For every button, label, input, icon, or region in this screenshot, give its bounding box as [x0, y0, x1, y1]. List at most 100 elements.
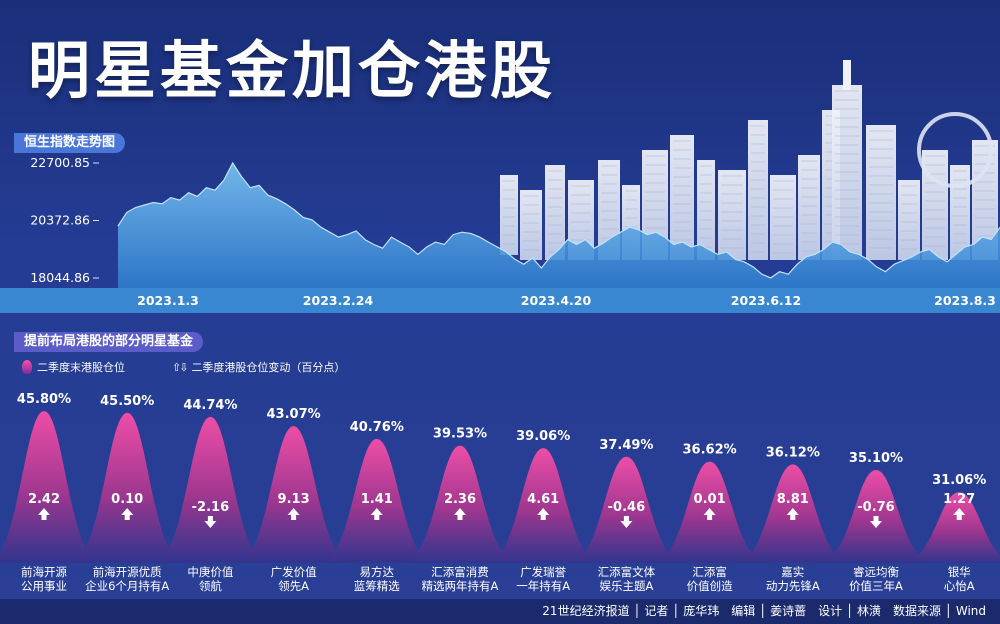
fund-position-label: 45.80%	[17, 392, 71, 407]
fund-name-label: 中庚价值	[187, 565, 233, 579]
fund-position-bell	[0, 411, 102, 563]
fund-name-label: 领航	[199, 579, 222, 593]
building-shape	[697, 160, 715, 260]
hsi-date-band	[0, 288, 1000, 313]
fund-position-bell	[69, 412, 186, 563]
hsi-x-tick-label: 2023.1.3	[137, 293, 199, 308]
legend-change: ⇧⇩ 二季度港股仓位变动（百分点）	[172, 359, 345, 375]
fund-name-label: 蓝筹精选	[354, 579, 400, 593]
fund-name-label: 银华	[948, 565, 971, 579]
up-arrow-icon	[38, 508, 50, 520]
fund-position-label: 31.06%	[932, 473, 986, 488]
fund-change-label: -0.46	[608, 500, 645, 515]
fund-name-label: 一年持有A	[516, 579, 570, 593]
hsi-y-tick-label: 22700.85	[30, 155, 90, 170]
fund-name-label: 易方达	[360, 565, 395, 579]
hsi-x-tick-label: 2023.4.20	[521, 293, 592, 308]
fund-position-label: 37.49%	[599, 438, 653, 453]
credits-bar: 21世纪经济报道 │ 记者 │ 庞华玮 编辑 │ 姜诗蔷 设计 │ 林潢 数据来…	[0, 599, 1000, 624]
fund-name-label: 汇添富消费	[431, 565, 489, 579]
fund-position-bell	[402, 445, 518, 563]
hsi-area	[118, 163, 1000, 288]
hsi-x-tick-label: 2023.2.24	[303, 293, 374, 308]
hsi-y-tick-label: 18044.86	[30, 270, 90, 285]
fund-name-label: 汇添富文体	[598, 565, 656, 579]
fund-change-label: 4.61	[527, 492, 559, 507]
fund-position-label: 45.50%	[100, 394, 154, 409]
hsi-chart: 22700.85 20372.86 18044.86 2023.1.3 2023.2.2…	[0, 155, 1000, 313]
up-down-arrows-icon: ⇧⇩	[172, 360, 189, 374]
fund-position-label: 36.62%	[683, 443, 737, 458]
fund-change-label: -2.16	[192, 500, 229, 515]
hsi-x-tick-label: 2023.8.3	[934, 293, 996, 308]
building-shape	[520, 190, 542, 260]
fund-position-bell	[901, 492, 1000, 563]
fund-change-label: 0.01	[694, 492, 726, 507]
fund-change-label: 2.42	[28, 492, 60, 507]
fund-change-label: 1.27	[943, 492, 975, 507]
building-shape	[922, 150, 948, 260]
fund-name-label: 前海开源优质	[93, 565, 162, 579]
bell-swatch-icon	[22, 360, 32, 374]
building-shape	[866, 125, 896, 260]
fund-position-label: 39.53%	[433, 427, 487, 442]
fund-name-label: 心怡A	[944, 579, 975, 593]
fund-position-label: 43.07%	[267, 407, 321, 422]
fund-name-label: 领先A	[278, 579, 309, 593]
building-shape	[898, 180, 920, 260]
fund-name-label: 精选两年持有A	[422, 579, 499, 593]
hsi-x-tick-label: 2023.6.12	[731, 293, 801, 308]
legend-position: 二季度末港股仓位	[22, 359, 125, 375]
up-arrow-icon	[287, 508, 300, 520]
fund-change-label: 1.41	[361, 492, 393, 507]
fund-position-label: 39.06%	[516, 429, 570, 444]
building-shape	[798, 155, 820, 260]
down-arrow-icon	[620, 516, 633, 528]
fund-change-label: 9.13	[278, 492, 310, 507]
up-arrow-icon	[121, 508, 134, 520]
up-arrow-icon	[537, 508, 550, 520]
legend-position-label: 二季度末港股仓位	[37, 361, 125, 374]
fund-name-label: 汇添富	[692, 565, 727, 579]
fund-name-label: 娱乐主题A	[599, 579, 653, 593]
fund-name-label: 前海开源	[21, 565, 67, 579]
fund-name-label: 价值三年A	[849, 579, 903, 593]
up-arrow-icon	[953, 508, 966, 520]
building-shape	[718, 170, 746, 260]
down-arrow-icon	[204, 516, 217, 528]
up-arrow-icon	[786, 508, 799, 520]
funds-section-label: 提前布局港股的部分明星基金	[14, 332, 204, 352]
fund-position-label: 44.74%	[183, 398, 237, 413]
fund-name-label: 广发瑞誉	[520, 565, 566, 579]
legend-change-label: 二季度港股仓位变动（百分点）	[191, 361, 346, 374]
fund-position-bell	[152, 416, 269, 563]
fund-name-label: 睿远均衡	[853, 565, 899, 579]
fund-change-label: 8.81	[777, 492, 809, 507]
fund-change-label: 2.36	[444, 492, 476, 507]
fund-name-label: 广发价值	[271, 565, 317, 579]
fund-position-label: 35.10%	[849, 451, 903, 466]
fund-name-label: 企业6个月持有A	[85, 579, 169, 593]
tower-spire-shape	[843, 60, 851, 90]
fund-position-label: 40.76%	[350, 420, 404, 435]
down-arrow-icon	[870, 516, 882, 528]
city-skyline-illustration	[500, 60, 998, 260]
building-shape	[748, 120, 768, 260]
fund-name-label: 嘉实	[781, 565, 804, 579]
fund-position-bell	[485, 448, 602, 563]
up-arrow-icon	[454, 508, 466, 520]
hsi-section-label: 恒生指数走势图	[14, 133, 126, 153]
fund-name-label: 公用事业	[21, 579, 67, 593]
up-arrow-icon	[703, 508, 716, 520]
building-shape	[670, 135, 694, 260]
fund-change-label: -0.76	[857, 500, 894, 515]
fund-position-label: 36.12%	[766, 445, 820, 460]
fund-position-bell	[235, 426, 352, 563]
fund-name-label: 价值创造	[687, 579, 733, 593]
page-title: 明星基金加仓港股	[28, 34, 557, 107]
fund-position-bell	[568, 456, 685, 563]
building-shape	[500, 175, 518, 255]
fund-name-label: 动力先锋A	[766, 579, 820, 593]
